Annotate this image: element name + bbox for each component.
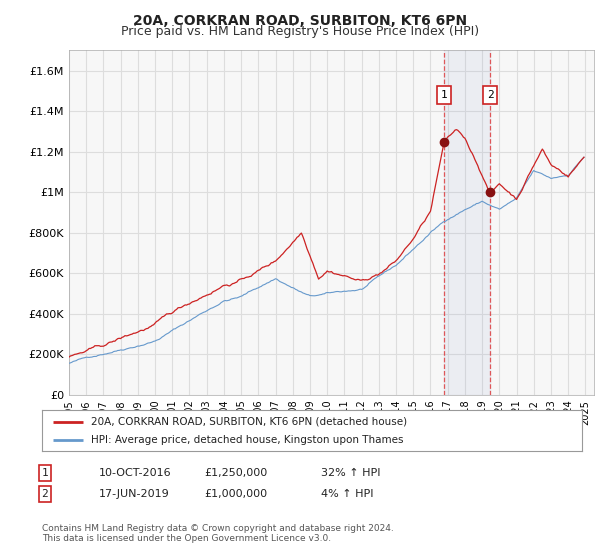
Text: HPI: Average price, detached house, Kingston upon Thames: HPI: Average price, detached house, King… <box>91 435 403 445</box>
Text: 20A, CORKRAN ROAD, SURBITON, KT6 6PN: 20A, CORKRAN ROAD, SURBITON, KT6 6PN <box>133 14 467 28</box>
Text: 2: 2 <box>41 489 49 499</box>
Text: £1,250,000: £1,250,000 <box>204 468 267 478</box>
Text: 2: 2 <box>487 90 493 100</box>
Text: 20A, CORKRAN ROAD, SURBITON, KT6 6PN (detached house): 20A, CORKRAN ROAD, SURBITON, KT6 6PN (de… <box>91 417 407 427</box>
Text: Contains HM Land Registry data © Crown copyright and database right 2024.
This d: Contains HM Land Registry data © Crown c… <box>42 524 394 543</box>
Text: Price paid vs. HM Land Registry's House Price Index (HPI): Price paid vs. HM Land Registry's House … <box>121 25 479 38</box>
Text: £1,000,000: £1,000,000 <box>204 489 267 499</box>
Text: 17-JUN-2019: 17-JUN-2019 <box>99 489 170 499</box>
Text: 32% ↑ HPI: 32% ↑ HPI <box>321 468 380 478</box>
Text: 1: 1 <box>41 468 49 478</box>
Bar <box>444 50 490 395</box>
Text: 4% ↑ HPI: 4% ↑ HPI <box>321 489 373 499</box>
Text: 1: 1 <box>440 90 447 100</box>
Text: 10-OCT-2016: 10-OCT-2016 <box>99 468 172 478</box>
